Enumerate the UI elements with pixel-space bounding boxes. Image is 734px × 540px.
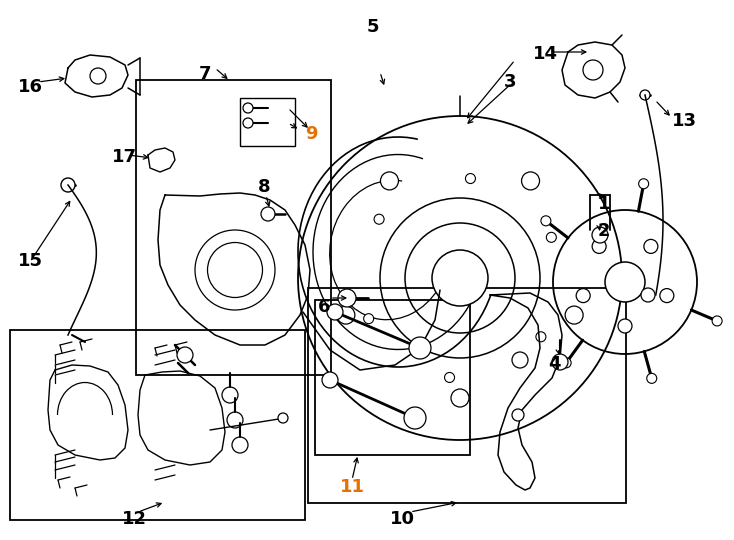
- Circle shape: [647, 373, 657, 383]
- Circle shape: [278, 413, 288, 423]
- Text: 3: 3: [504, 73, 517, 91]
- Circle shape: [565, 306, 583, 324]
- Circle shape: [374, 214, 384, 224]
- Circle shape: [445, 373, 454, 382]
- Circle shape: [641, 288, 655, 302]
- Circle shape: [465, 173, 476, 184]
- Circle shape: [327, 304, 343, 320]
- Circle shape: [583, 60, 603, 80]
- Circle shape: [522, 172, 539, 190]
- Circle shape: [536, 332, 546, 342]
- Bar: [10, 330, 305, 520]
- Circle shape: [712, 316, 722, 326]
- Circle shape: [232, 437, 248, 453]
- Bar: [315, 300, 470, 455]
- Circle shape: [404, 407, 426, 429]
- Circle shape: [222, 387, 238, 403]
- Bar: [308, 288, 626, 503]
- Circle shape: [512, 352, 528, 368]
- Circle shape: [541, 216, 551, 226]
- Text: 11: 11: [340, 478, 365, 496]
- Circle shape: [640, 90, 650, 100]
- Circle shape: [90, 68, 106, 84]
- Text: 4: 4: [548, 355, 561, 373]
- Text: 16: 16: [18, 78, 43, 96]
- Circle shape: [243, 118, 253, 128]
- Circle shape: [337, 306, 355, 324]
- Circle shape: [338, 289, 356, 307]
- Circle shape: [552, 354, 568, 370]
- Circle shape: [322, 372, 338, 388]
- Text: 7: 7: [199, 65, 211, 83]
- Circle shape: [660, 288, 674, 302]
- Text: 15: 15: [18, 252, 43, 270]
- Circle shape: [592, 227, 608, 243]
- Text: 12: 12: [122, 510, 147, 528]
- Text: 17: 17: [112, 148, 137, 166]
- Text: 6: 6: [318, 298, 330, 316]
- Text: 2: 2: [598, 222, 611, 240]
- Text: 1: 1: [598, 195, 611, 213]
- Circle shape: [177, 347, 193, 363]
- Circle shape: [363, 314, 374, 323]
- Text: 13: 13: [672, 112, 697, 130]
- Circle shape: [592, 239, 606, 253]
- Circle shape: [243, 103, 253, 113]
- Circle shape: [639, 179, 649, 189]
- Circle shape: [644, 239, 658, 253]
- Bar: [240, 98, 295, 146]
- Circle shape: [227, 412, 243, 428]
- Circle shape: [261, 207, 275, 221]
- Text: 14: 14: [533, 45, 558, 63]
- Circle shape: [432, 250, 488, 306]
- Circle shape: [61, 178, 75, 192]
- Circle shape: [562, 358, 571, 368]
- Circle shape: [512, 409, 524, 421]
- Circle shape: [618, 319, 632, 333]
- Circle shape: [576, 288, 590, 302]
- Text: 10: 10: [390, 510, 415, 528]
- Circle shape: [380, 172, 399, 190]
- Text: 5: 5: [367, 18, 379, 36]
- Text: 8: 8: [258, 178, 271, 196]
- Circle shape: [605, 262, 645, 302]
- Circle shape: [546, 232, 556, 242]
- Text: 9: 9: [305, 125, 318, 143]
- Circle shape: [409, 337, 431, 359]
- Circle shape: [451, 389, 469, 407]
- Bar: [136, 80, 331, 375]
